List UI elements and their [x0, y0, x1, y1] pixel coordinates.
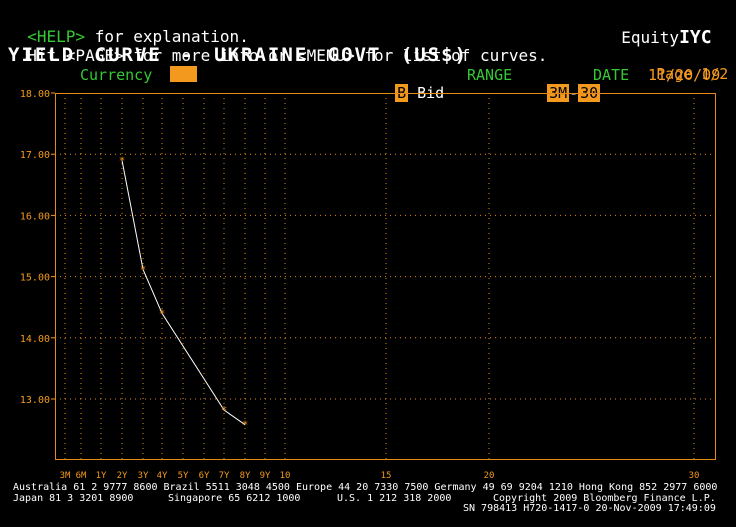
x-tick-label: 6Y — [199, 471, 210, 481]
y-tick-label: 13.00 — [20, 395, 50, 406]
footer-session: SN 798413 H720-1417-0 20-Nov-2009 17:49:… — [463, 503, 716, 514]
app-code: EquityIYC — [602, 8, 712, 48]
x-tick-label: 5Y — [178, 471, 189, 481]
x-tick-label: 2Y — [117, 471, 128, 481]
footer-us: U.S. 1 212 318 2000 — [337, 493, 452, 504]
page-label: Page — [656, 65, 693, 83]
date-label: DATE — [593, 66, 630, 84]
page-key[interactable]: <PAGE> — [65, 46, 124, 65]
page-value: 1/2 — [701, 65, 729, 83]
y-tick-label: 18.00 — [20, 89, 50, 100]
x-tick-label: 7Y — [219, 471, 230, 481]
currency-field[interactable] — [170, 66, 197, 82]
line2-b: for more info or — [123, 46, 297, 65]
page-title: YIELD CURVE - UKRAINE GOVT (US$) — [8, 44, 469, 66]
data-point: * — [221, 404, 228, 417]
y-tick-label: 14.00 — [20, 334, 50, 345]
x-tick-label: 30 — [689, 471, 700, 481]
help-text: for explanation. — [85, 27, 249, 46]
footer-copyright: Copyright 2009 Bloomberg Finance L.P. — [493, 493, 716, 504]
page-indicator: Page 1/2 — [638, 47, 728, 83]
help-key[interactable]: <HELP> — [27, 27, 86, 46]
x-tick-label: 6M — [76, 471, 87, 481]
menu-line: Hit <PAGE> for more info or <MENU> for l… — [8, 27, 547, 65]
footer-singapore: Singapore 65 6212 1000 — [168, 493, 301, 504]
x-tick-label: 1Y — [96, 471, 107, 481]
x-tick-label: 4Y — [157, 471, 168, 481]
data-point: * — [242, 419, 249, 432]
app-code-label: IYC — [679, 27, 712, 48]
x-tick-label: 3M — [60, 471, 71, 481]
data-point: * — [119, 154, 126, 167]
x-tick-label: 15 — [381, 471, 392, 481]
date-value[interactable]: 11/20/09 — [648, 66, 721, 84]
app-prefix: Equity — [621, 28, 680, 47]
y-tick-label: 15.00 — [20, 273, 50, 284]
line2-a: Hit — [27, 46, 66, 65]
footer-japan: Japan 81 3 3201 8900 — [13, 493, 134, 504]
x-tick-label: 3Y — [138, 471, 149, 481]
y-tick-label: 17.00 — [20, 150, 50, 161]
x-tick-label: 10 — [280, 471, 291, 481]
line2-c: for list of curves. — [354, 46, 548, 65]
data-point: * — [140, 263, 147, 276]
range-label: RANGE — [467, 66, 513, 84]
menu-key[interactable]: <MENU> — [296, 46, 355, 65]
currency-label: Currency — [80, 66, 153, 84]
footer-contacts-1: Australia 61 2 9777 8600 Brazil 5511 304… — [13, 482, 718, 493]
help-line: <HELP> for explanation. — [8, 8, 249, 46]
data-point: * — [159, 307, 166, 320]
x-tick-label: 9Y — [260, 471, 271, 481]
y-tick-label: 16.00 — [20, 211, 50, 222]
x-tick-label: 8Y — [240, 471, 251, 481]
x-tick-label: 20 — [484, 471, 495, 481]
series-line — [121, 160, 246, 426]
